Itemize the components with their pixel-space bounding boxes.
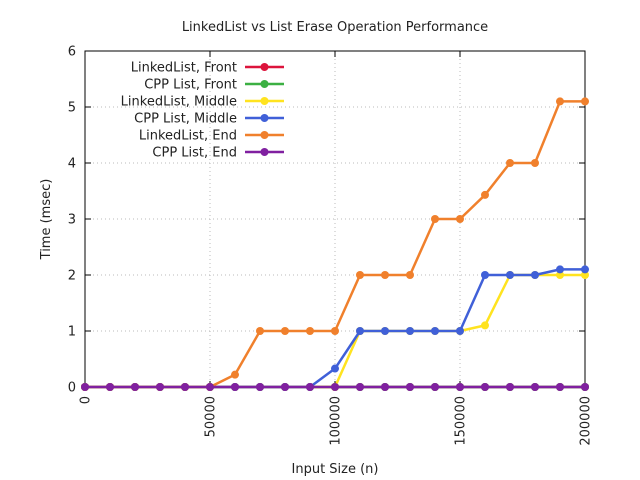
y-tick-label: 2 bbox=[68, 269, 76, 284]
legend-marker bbox=[260, 63, 269, 71]
data-point bbox=[456, 215, 464, 223]
data-point bbox=[406, 383, 414, 391]
legend-label: LinkedList, End bbox=[139, 129, 237, 144]
data-point bbox=[556, 265, 564, 274]
legend-label: LinkedList, Middle bbox=[121, 95, 237, 110]
data-point bbox=[331, 327, 339, 335]
series-lines bbox=[81, 97, 589, 391]
data-point bbox=[506, 383, 514, 391]
data-point bbox=[131, 383, 139, 391]
data-point bbox=[556, 271, 564, 279]
x-tick-label: 200000 bbox=[579, 396, 594, 446]
data-point bbox=[431, 383, 439, 391]
data-point bbox=[531, 271, 539, 279]
x-axis-label: Input Size (n) bbox=[292, 462, 379, 477]
data-point bbox=[506, 271, 514, 279]
y-tick-label: 6 bbox=[68, 45, 76, 60]
data-point bbox=[481, 383, 489, 391]
chart-title: LinkedList vs List Erase Operation Perfo… bbox=[182, 20, 488, 35]
data-point bbox=[531, 159, 539, 167]
data-point bbox=[256, 383, 264, 391]
data-point bbox=[331, 364, 339, 373]
data-point bbox=[406, 271, 414, 279]
legend-marker bbox=[260, 114, 269, 122]
x-tick-label: 100000 bbox=[329, 396, 344, 446]
legend-label: CPP List, Middle bbox=[134, 112, 237, 127]
y-tick-label: 1 bbox=[68, 325, 76, 340]
data-point bbox=[456, 383, 464, 391]
data-point bbox=[381, 383, 389, 391]
legend-label: CPP List, Front bbox=[144, 78, 237, 93]
legend-label: CPP List, End bbox=[152, 146, 237, 161]
data-point bbox=[356, 383, 364, 391]
series-group bbox=[81, 383, 589, 391]
y-tick-label: 5 bbox=[68, 101, 76, 116]
data-point bbox=[356, 327, 364, 335]
data-point bbox=[281, 383, 289, 391]
y-tick-label: 3 bbox=[68, 213, 76, 228]
data-point bbox=[581, 271, 589, 279]
y-tick-label: 4 bbox=[68, 157, 76, 172]
data-point bbox=[431, 215, 439, 223]
legend-marker bbox=[260, 148, 269, 156]
data-point bbox=[231, 383, 239, 391]
data-point bbox=[81, 383, 89, 391]
x-tick-label: 150000 bbox=[454, 396, 469, 446]
data-point bbox=[206, 383, 214, 391]
data-point bbox=[581, 97, 589, 106]
data-point bbox=[456, 327, 464, 335]
data-point bbox=[106, 383, 114, 391]
data-point bbox=[531, 383, 539, 391]
data-point bbox=[156, 383, 164, 391]
data-point bbox=[306, 327, 314, 335]
data-point bbox=[481, 321, 489, 330]
data-point bbox=[481, 190, 489, 199]
data-point bbox=[306, 383, 314, 391]
data-point bbox=[356, 271, 364, 279]
legend-marker bbox=[260, 131, 269, 139]
data-point bbox=[581, 383, 589, 391]
data-point bbox=[506, 159, 514, 167]
data-point bbox=[406, 327, 414, 335]
data-point bbox=[381, 327, 389, 335]
data-point bbox=[556, 383, 564, 391]
data-point bbox=[181, 383, 189, 391]
y-tick-label: 0 bbox=[68, 381, 76, 396]
data-point bbox=[556, 97, 564, 106]
x-tick-label: 50000 bbox=[204, 396, 219, 437]
data-point bbox=[381, 271, 389, 279]
data-point bbox=[231, 370, 239, 379]
data-point bbox=[256, 327, 264, 335]
legend-label: LinkedList, Front bbox=[131, 61, 237, 76]
y-axis-label: Time (msec) bbox=[39, 179, 54, 261]
data-point bbox=[581, 265, 589, 274]
x-tick-label: 0 bbox=[79, 396, 94, 404]
data-point bbox=[331, 383, 339, 391]
data-point bbox=[481, 271, 489, 279]
legend-marker bbox=[260, 80, 269, 88]
data-point bbox=[281, 327, 289, 335]
legend: LinkedList, Front CPP List, Front LinkedLi… bbox=[121, 61, 284, 161]
legend-marker bbox=[260, 97, 269, 105]
data-point bbox=[431, 327, 439, 335]
